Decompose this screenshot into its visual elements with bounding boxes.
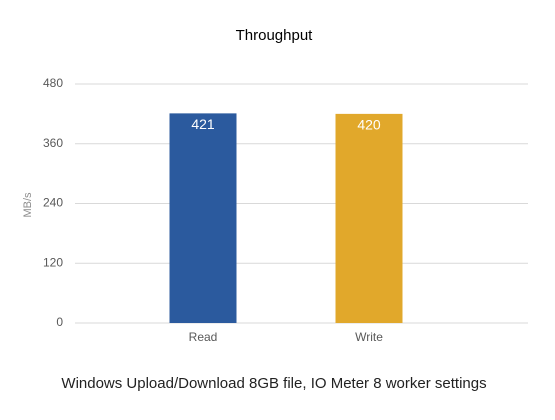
bar xyxy=(169,113,237,324)
data-label: 421 xyxy=(191,116,215,132)
y-tick-label: 480 xyxy=(43,76,63,90)
y-tick-label: 0 xyxy=(56,315,63,329)
bar xyxy=(335,113,403,323)
y-tick-label: 120 xyxy=(43,255,63,269)
y-axis-label: MB/s xyxy=(22,192,34,218)
y-tick-label: 360 xyxy=(43,136,63,150)
y-tick-label: 240 xyxy=(43,196,63,210)
x-tick-label: Write xyxy=(355,330,383,344)
caption: Windows Upload/Download 8GB file, IO Met… xyxy=(61,375,486,392)
x-tick-label: Read xyxy=(189,330,218,344)
chart-title: Throughput xyxy=(236,27,314,44)
data-label: 420 xyxy=(357,117,381,133)
